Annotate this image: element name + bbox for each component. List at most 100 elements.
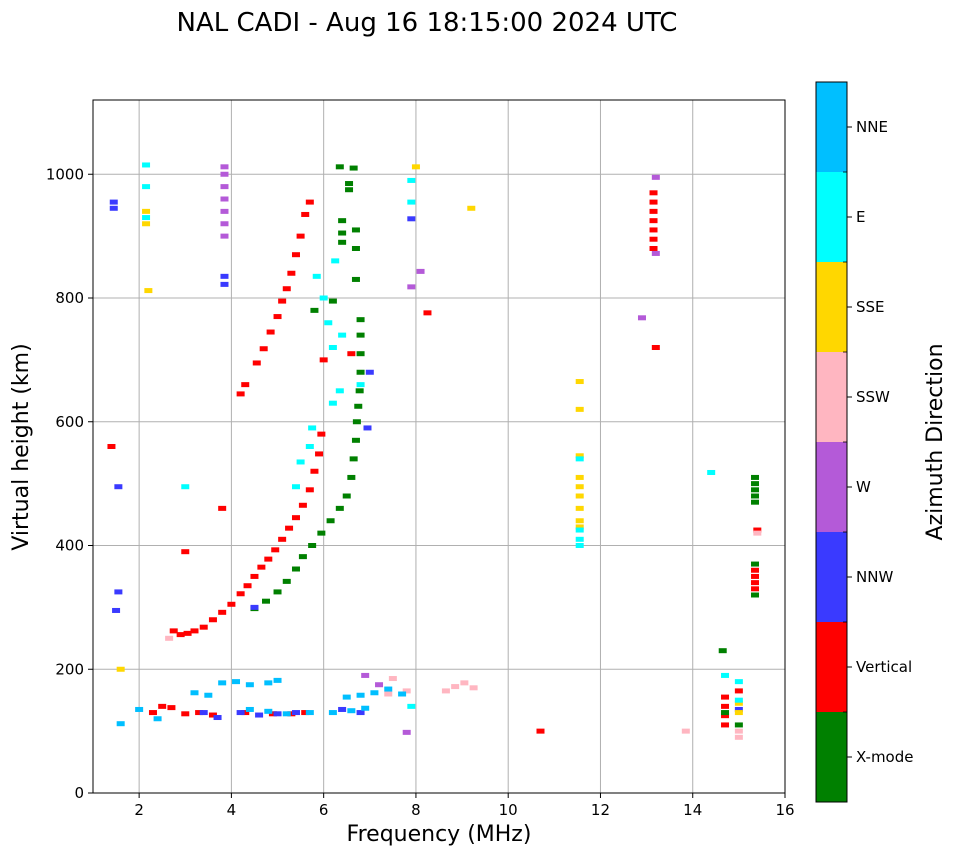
data-point [721,710,730,716]
colorbar: X-mode Vertical NNW W SSW SSE E NNE [815,81,913,803]
data-point [351,276,360,282]
data-point [220,184,229,190]
data-point [356,317,365,323]
data-point [734,688,743,694]
data-point [751,493,760,499]
data-point [176,632,185,638]
data-point [167,705,176,711]
data-point [112,607,121,613]
colorbar-tick-label: X-mode [856,748,913,766]
data-point [388,676,397,682]
data-point [575,518,584,524]
data-point [282,578,291,584]
data-point [751,481,760,487]
data-point [351,246,360,251]
data-point [278,298,287,304]
plot-frame [92,99,786,794]
data-point [282,711,291,717]
data-point [220,233,229,239]
data-point [651,250,660,256]
data-point [153,716,162,722]
series-ssw [165,530,762,740]
data-point [204,692,213,698]
series-sse [116,164,743,716]
data-point [220,164,229,170]
data-point [319,357,328,363]
data-point [183,630,192,636]
data-point [273,711,282,717]
data-point [195,710,204,716]
data-point [181,711,190,717]
data-point [416,268,425,274]
data-point [114,589,123,595]
x-tick-label: 2 [134,801,144,819]
data-point [649,208,658,214]
data-point [335,505,344,511]
data-point [352,419,361,425]
data-point [351,227,360,233]
data-point [637,315,646,321]
data-point [734,722,743,728]
data-point [305,444,314,449]
data-point [116,666,125,672]
data-point [375,682,384,688]
colorbar-segment [816,532,847,622]
colorbar-frame [815,81,848,803]
data-point [356,692,365,698]
data-point [402,688,411,694]
data-point [384,686,393,692]
data-point [142,208,151,214]
data-point [575,379,584,385]
colorbar-segment [816,82,847,172]
data-point [751,592,760,598]
data-points [107,162,762,740]
data-point [308,543,317,548]
data-point [407,216,416,222]
data-point [331,258,340,264]
data-point [319,295,328,301]
data-point [236,710,245,716]
data-point [243,583,252,589]
data-point [356,710,365,716]
data-point [250,573,259,579]
data-point [278,536,287,542]
colorbar-segment [816,622,847,712]
data-point [407,177,416,183]
data-point [649,246,658,251]
x-tick-label: 6 [319,801,329,819]
y-tick-label: 800 [55,289,84,307]
y-tick-label: 400 [55,537,84,555]
data-point [356,332,365,338]
data-point [250,604,259,610]
data-point [220,281,229,287]
data-point [734,710,743,716]
data-point [298,502,307,508]
data-point [142,215,151,221]
data-point [116,721,125,727]
series-e [142,162,743,709]
data-point [363,425,372,431]
data-point [575,543,584,548]
data-point [291,252,300,258]
data-point [236,591,245,597]
data-point [345,187,354,193]
colorbar-segment [816,352,847,442]
data-point [296,459,305,465]
data-point [335,164,344,170]
data-point [165,635,174,641]
data-point [365,369,374,375]
data-point [245,706,254,712]
data-point [218,505,227,511]
data-point [305,487,314,493]
data-point [441,688,450,694]
data-point [370,690,379,696]
data-point [721,713,730,719]
y-tick-label: 600 [55,413,84,431]
data-point [144,288,153,294]
data-point [407,199,416,205]
data-point [335,388,344,394]
data-point [218,609,227,615]
data-point [338,332,347,338]
data-point [148,710,157,716]
data-point [451,684,460,690]
